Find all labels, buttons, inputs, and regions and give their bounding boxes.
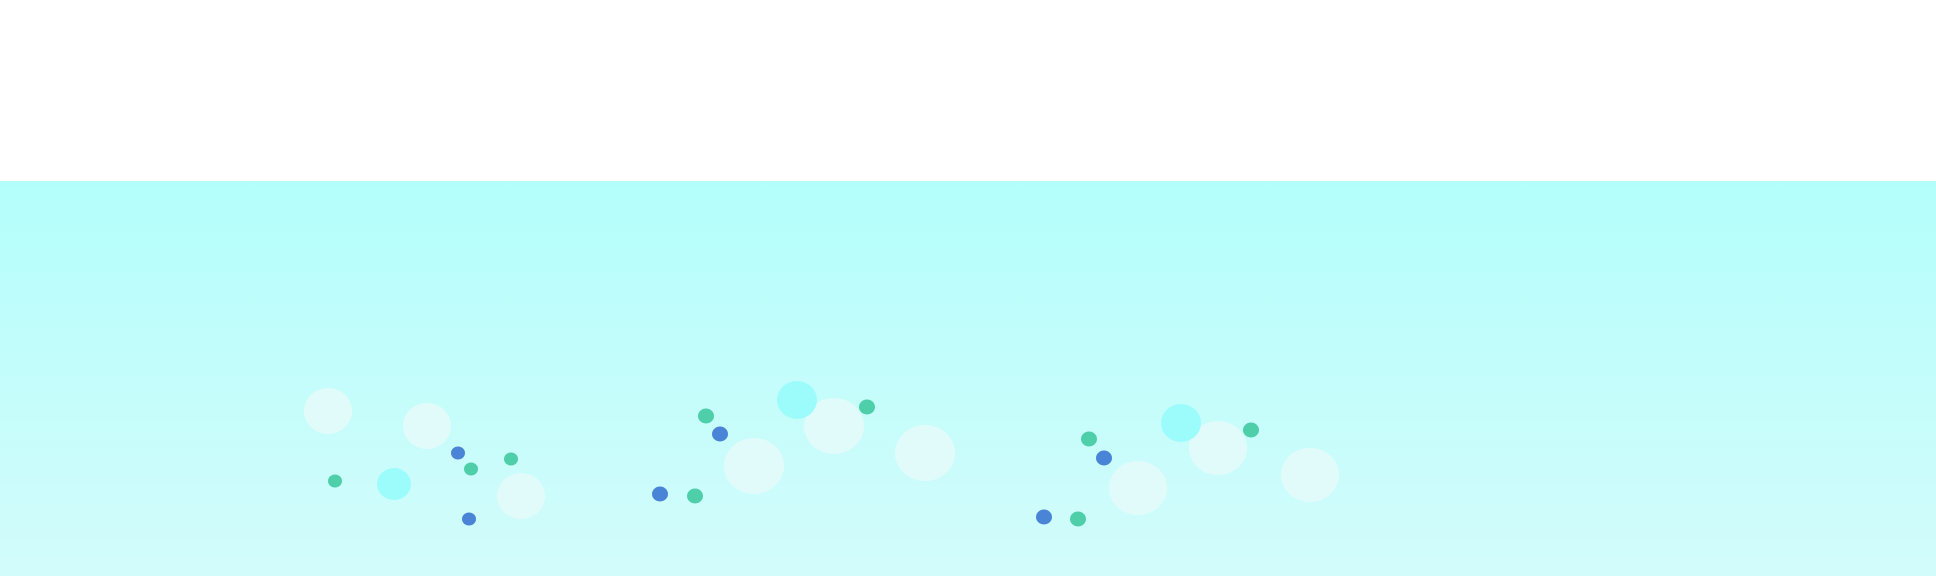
green-dot xyxy=(1243,422,1259,438)
blue-dot xyxy=(652,486,668,502)
bubble-cluster-middle xyxy=(652,381,955,504)
green-dot xyxy=(464,462,478,476)
blank-top-area xyxy=(0,0,1936,181)
bubble-cluster-right xyxy=(1036,404,1339,527)
soft-bubble xyxy=(1109,461,1167,515)
green-dot xyxy=(859,399,875,415)
soft-bubble xyxy=(724,438,784,494)
green-dot xyxy=(698,408,714,424)
cyan-dot xyxy=(1161,404,1201,442)
blue-dot xyxy=(1096,450,1112,466)
soft-bubble xyxy=(895,425,955,481)
green-dot xyxy=(1081,431,1097,447)
soft-bubble xyxy=(403,403,451,449)
soft-bubble xyxy=(804,398,864,454)
cyan-dot xyxy=(777,381,817,419)
green-dot xyxy=(504,452,518,466)
cyan-dot xyxy=(377,468,411,500)
blue-dot xyxy=(462,512,476,526)
soft-bubble xyxy=(1189,421,1247,475)
soft-bubble xyxy=(304,388,352,434)
green-dot xyxy=(328,474,342,488)
bubble-cluster-left xyxy=(304,388,545,526)
water-area xyxy=(0,181,1936,576)
green-dot xyxy=(687,488,703,504)
blue-dot xyxy=(1036,509,1052,525)
soft-bubble xyxy=(1281,448,1339,502)
blue-dot xyxy=(712,426,728,442)
soft-bubble xyxy=(497,473,545,519)
blue-dot xyxy=(451,446,465,460)
green-dot xyxy=(1070,511,1086,527)
bubble-layer xyxy=(304,381,1339,527)
